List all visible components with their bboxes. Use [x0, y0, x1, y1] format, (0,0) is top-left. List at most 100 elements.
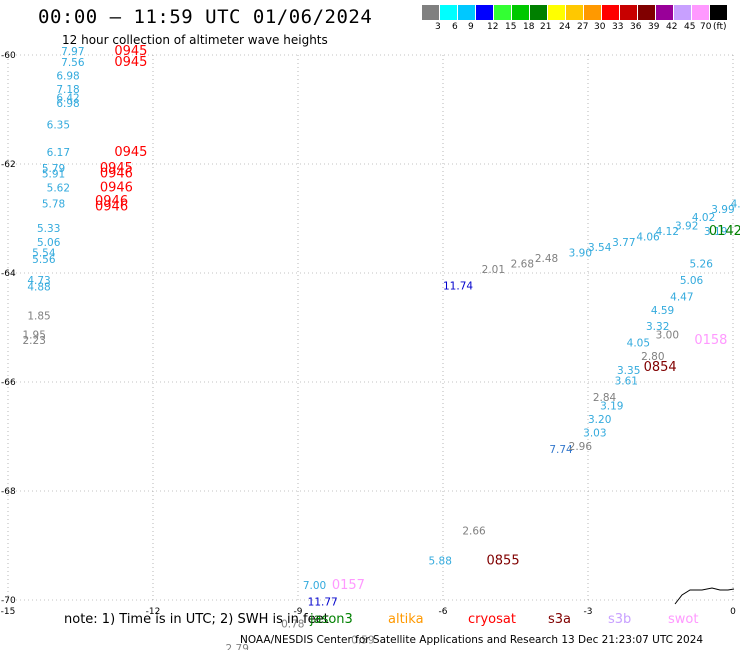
y-tick-label: -64 — [1, 269, 16, 279]
coastline — [674, 587, 735, 605]
pass-time-label: 0946 — [100, 167, 133, 182]
wave-height-label: 7.74 — [549, 444, 573, 456]
wave-height-label: 0.59 — [351, 635, 374, 647]
satellite-legend-swot: swot — [668, 612, 699, 627]
colorbar-tick-label: 70 — [700, 22, 712, 32]
colorbar-swatch — [620, 5, 638, 20]
wave-height-label: 3.90 — [569, 248, 592, 260]
pass-time-label: 0945 — [114, 145, 147, 160]
x-tick-label: 0 — [730, 607, 736, 617]
wave-height-label: 6.98 — [56, 98, 79, 110]
colorbar-swatch — [422, 5, 440, 20]
satellite-legend-jason3: jason3 — [310, 612, 353, 627]
satellite-legend-s3b: s3b — [608, 612, 632, 627]
wave-height-label: 5.79 — [42, 163, 65, 175]
colorbar-tick-label: 27 — [577, 22, 589, 32]
colorbar-tick-label: 12 — [487, 22, 499, 32]
colorbar-swatch — [548, 5, 566, 20]
wave-height-label: 2.48 — [535, 253, 558, 265]
pass-time-label: 0157 — [332, 578, 365, 593]
colorbar-swatch — [710, 5, 728, 20]
wave-height-label: 2.80 — [641, 351, 664, 363]
pass-time-label: 0946 — [95, 194, 128, 209]
wave-height-label: 3.20 — [588, 414, 611, 426]
colorbar-swatch — [530, 5, 548, 20]
colorbar-tick-label: 42 — [666, 22, 678, 32]
wave-height-label: 3.35 — [617, 365, 640, 377]
wave-height-label: 2.68 — [511, 259, 534, 271]
wave-height-label: 4.88 — [27, 281, 50, 293]
wave-height-label: 2.23 — [23, 335, 46, 347]
x-tick-label: -9 — [294, 607, 303, 617]
colorbar-swatch — [638, 5, 656, 20]
wave-height-label: 6.42 — [56, 92, 79, 104]
wave-height-label: 3.99 — [711, 204, 734, 216]
x-tick-label: -12 — [146, 607, 161, 617]
colorbar-tick-label: 36 — [630, 22, 642, 32]
wave-height-label: 1.95 — [23, 329, 46, 341]
colorbar-tick-label: 3 — [435, 22, 441, 32]
colorbar-tick-label: 33 — [612, 22, 624, 32]
wave-height-label: 11.77 — [308, 596, 338, 608]
wave-height-label: 2.79 — [226, 643, 249, 650]
y-tick-label: -68 — [1, 487, 16, 497]
pass-time-label: 0142 — [709, 224, 740, 239]
colorbar-tick-label: (ft) — [713, 22, 727, 32]
colorbar-swatch — [656, 5, 674, 20]
colorbar-tick-label: 30 — [594, 22, 606, 32]
colorbar-swatch — [566, 5, 584, 20]
pass-time-label: 0946 — [100, 180, 133, 195]
y-tick-label: -60 — [1, 51, 16, 61]
wave-height-label: 4.73 — [27, 275, 50, 287]
y-tick-label: -70 — [1, 596, 16, 606]
colorbar-swatch — [458, 5, 476, 20]
colorbar-swatch — [692, 5, 710, 20]
wave-height-label: 3.32 — [646, 321, 669, 333]
colorbar-swatch — [602, 5, 620, 20]
wave-height-label: 3.61 — [615, 376, 638, 388]
wave-height-label: 7.00 — [303, 580, 326, 592]
wave-height-label: 3.19 — [704, 226, 727, 238]
wave-height-label: 3.54 — [588, 242, 612, 254]
x-tick-label: -6 — [439, 607, 448, 617]
wave-height-label: 4.02 — [692, 212, 715, 224]
colorbar-swatch — [440, 5, 458, 20]
colorbar-tick-label: 6 — [452, 22, 458, 32]
y-tick-label: -66 — [1, 378, 16, 388]
wave-height-label: 6.35 — [47, 120, 70, 132]
pass-time-label: 0855 — [487, 554, 520, 569]
pass-time-label: 0158 — [694, 333, 727, 348]
colorbar-tick-label: 15 — [505, 22, 517, 32]
colorbar-tick-label: 39 — [648, 22, 660, 32]
wave-height-label: 11.74 — [443, 280, 473, 292]
wave-height-label: 1.85 — [27, 310, 50, 322]
wave-height-label: 3.00 — [656, 329, 679, 341]
wave-height-label: 2.01 — [482, 264, 505, 276]
wave-height-label: 5.91 — [42, 169, 65, 181]
wave-height-label: 5.78 — [42, 199, 65, 211]
page-subtitle: 12 hour collection of altimeter wave hei… — [62, 33, 328, 47]
wave-height-label: 6.17 — [47, 147, 70, 159]
y-tick-label: -62 — [1, 160, 16, 170]
colorbar-swatch — [584, 5, 602, 20]
wave-height-label: 4.05 — [627, 338, 650, 350]
x-tick-label: -3 — [584, 607, 593, 617]
colorbar-swatch — [476, 5, 494, 20]
wave-height-label: 7.56 — [61, 57, 85, 69]
wave-height-label: 3.19 — [600, 400, 623, 412]
satellite-legend-s3a: s3a — [548, 612, 572, 627]
wave-height-label: 2.96 — [569, 441, 593, 453]
wave-height-label: 2.84 — [593, 392, 617, 404]
satellite-legend-altika: altika — [388, 612, 424, 627]
wave-height-label: 7.18 — [56, 84, 79, 96]
wave-height-label: 6.98 — [56, 71, 79, 83]
wave-height-label: 5.62 — [47, 182, 70, 194]
wave-height-label: 7.97 — [61, 46, 84, 58]
pass-time-label: 0946 — [95, 199, 128, 214]
pass-time-label: 0945 — [114, 55, 147, 70]
wave-height-label: 4.59 — [651, 305, 674, 317]
colorbar-swatch — [494, 5, 512, 20]
wave-height-label: 2.66 — [462, 526, 486, 538]
wave-height-label: 5.06 — [680, 275, 704, 287]
colorbar-tick-label: 21 — [540, 22, 552, 32]
